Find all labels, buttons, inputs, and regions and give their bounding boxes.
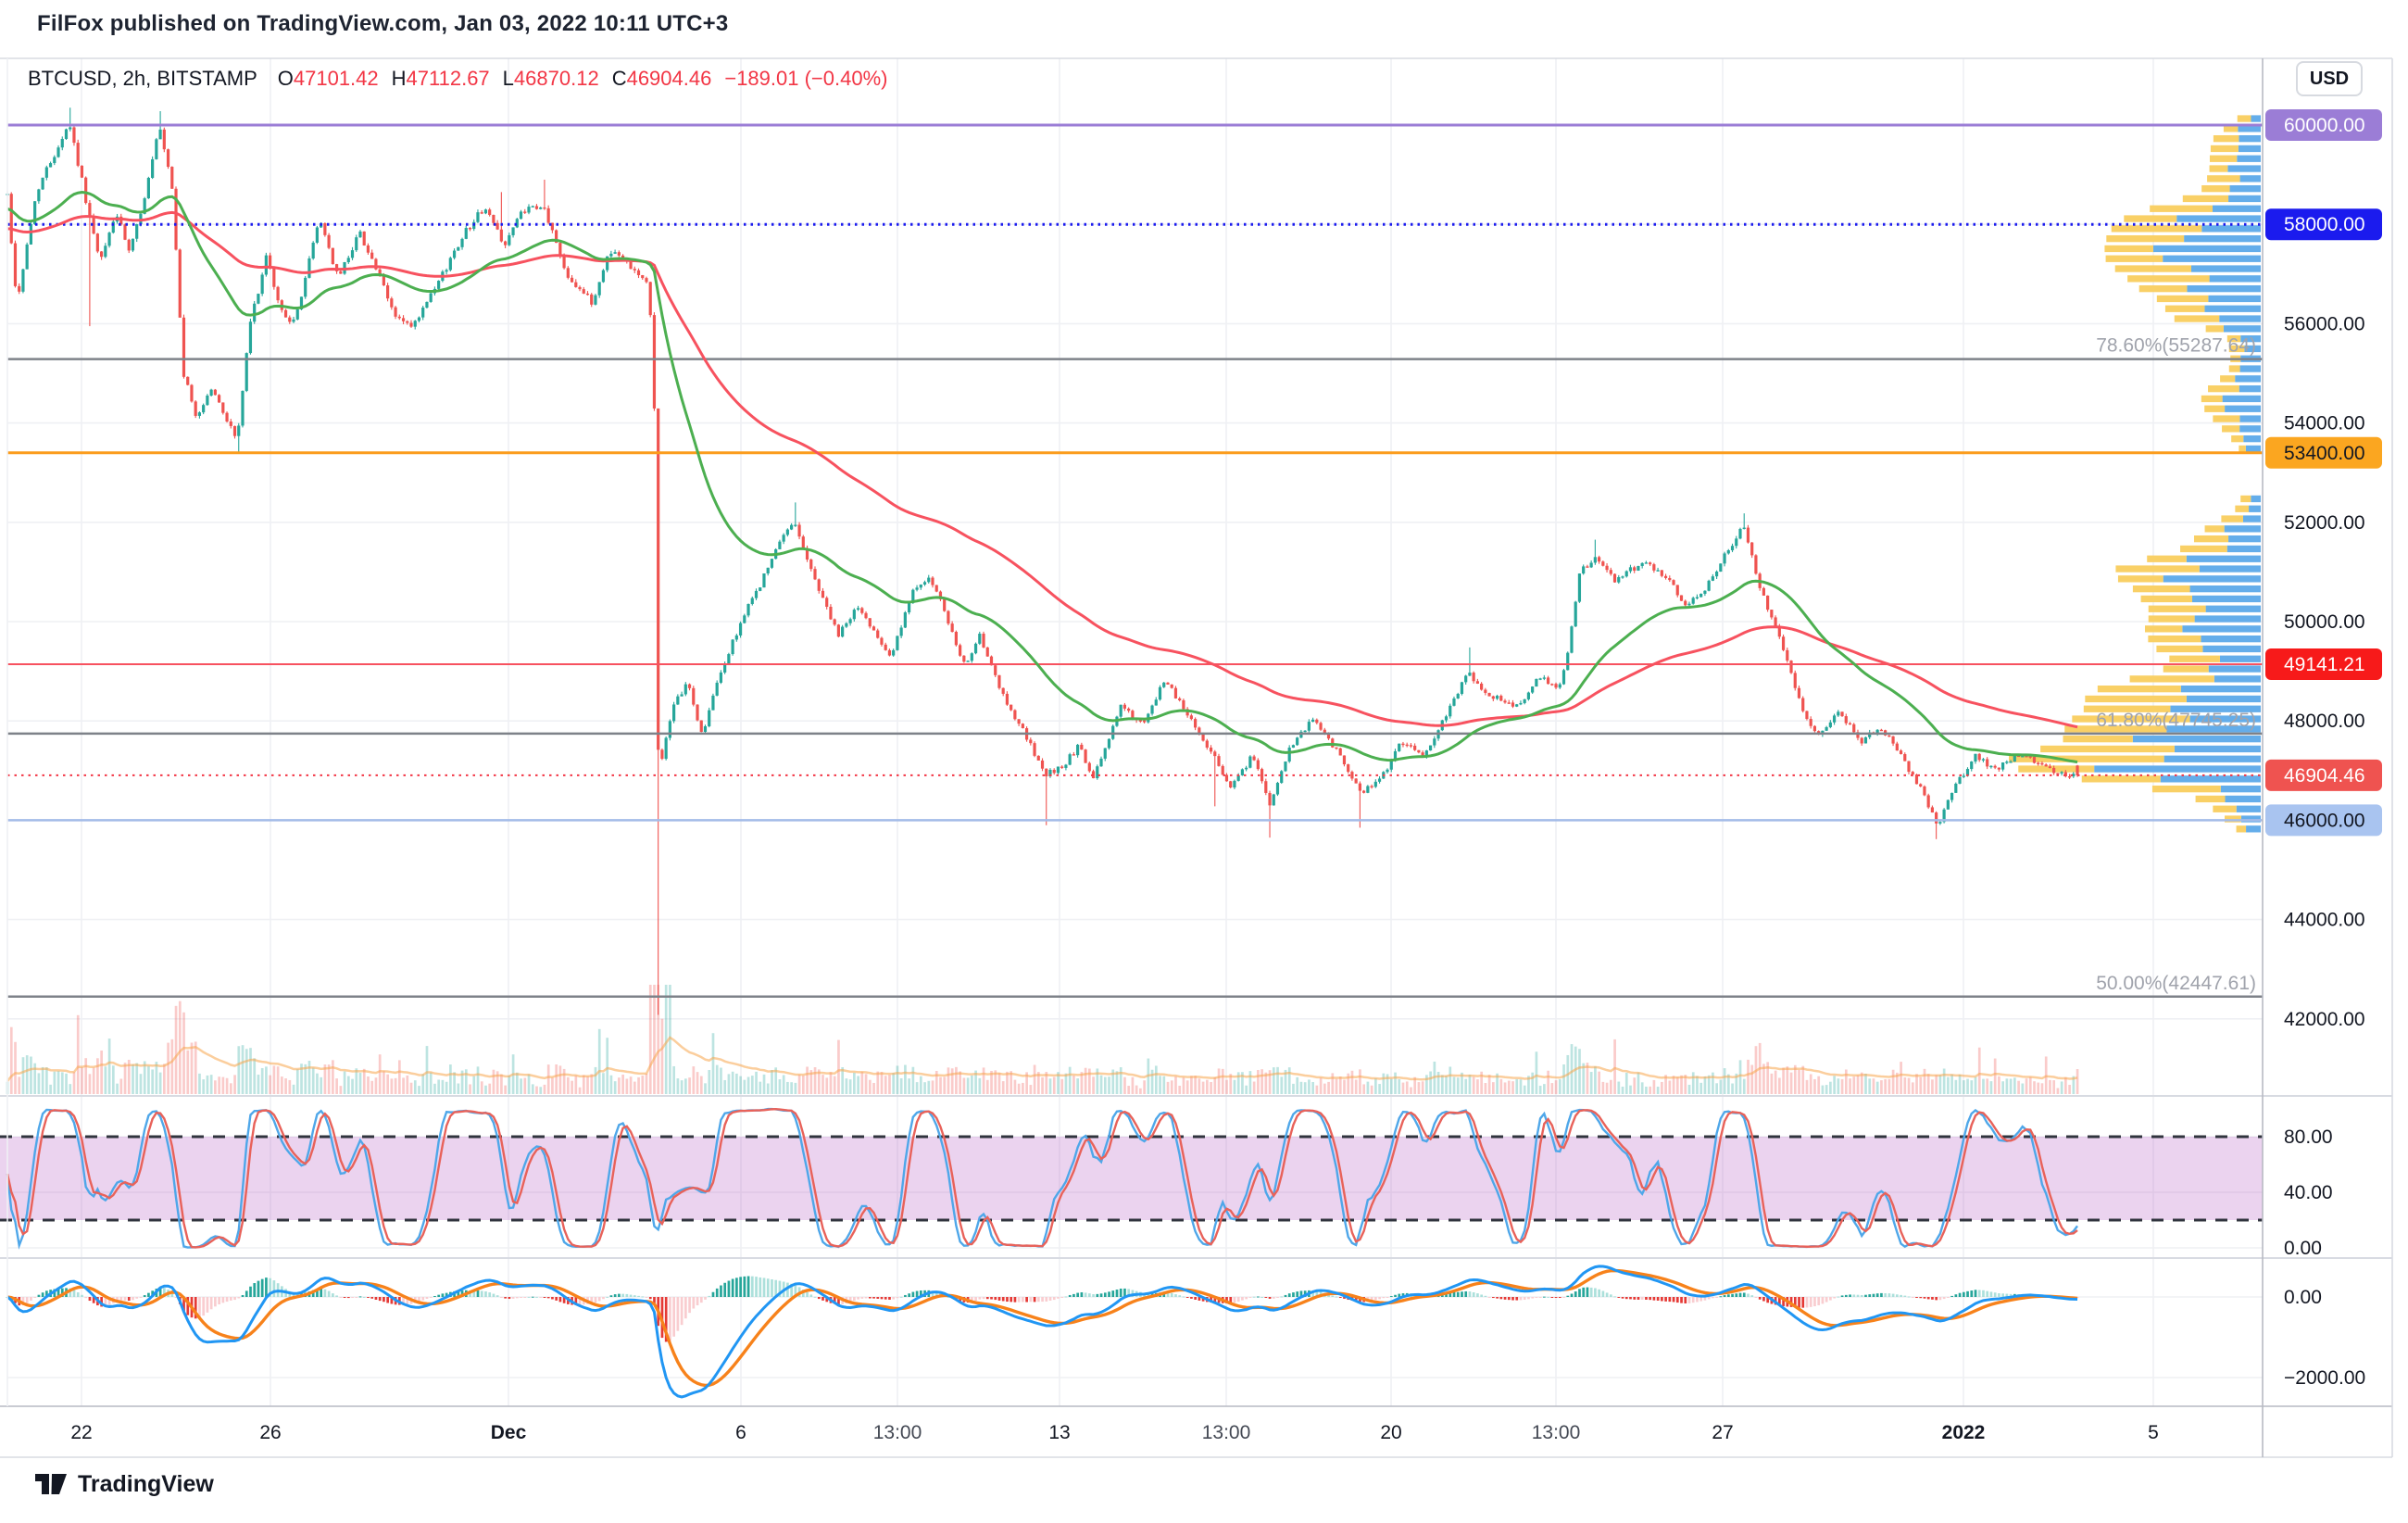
price-tick-label: 52000.00	[2284, 512, 2365, 534]
time-tick-label: 13:00	[873, 1422, 922, 1443]
stoch-tick-label: 0.00	[2284, 1238, 2322, 1259]
publish-caption: FilFox published on TradingView.com, Jan…	[37, 11, 729, 36]
price-label-box	[2265, 648, 2382, 681]
macd-tick-label: −2000.00	[2284, 1367, 2365, 1389]
price-label-text: 60000.00	[2284, 115, 2365, 136]
tradingview-logo[interactable]: TradingView	[35, 1469, 214, 1499]
ohlc-high: H47112.67	[391, 67, 490, 90]
time-tick-label: 5	[2148, 1422, 2159, 1443]
stoch-tick-label: 80.00	[2284, 1127, 2333, 1148]
fib-level-label: 50.00%(42447.61)	[2096, 973, 2256, 994]
ohlc-close: C46904.46	[611, 67, 712, 90]
stoch-d-line	[6, 1108, 2078, 1249]
symbol-title: BTCUSD, 2h, BITSTAMP	[28, 67, 257, 90]
macd-line	[6, 1265, 2078, 1399]
stochastic-pane	[0, 1107, 2263, 1250]
price-label-box	[2265, 759, 2382, 791]
time-tick-label: 2022	[1942, 1422, 1986, 1443]
stoch-tick-label: 40.00	[2284, 1182, 2333, 1203]
volume-ma-line	[6, 1036, 2078, 1082]
price-label-box	[2265, 208, 2382, 241]
time-tick-label: 26	[259, 1422, 281, 1443]
price-tick-label: 56000.00	[2284, 313, 2365, 334]
price-label-box	[2265, 109, 2382, 141]
price-label-text: 46904.46	[2284, 765, 2365, 787]
ohlc-open: O47101.42	[277, 67, 379, 90]
time-tick-label: 6	[735, 1422, 746, 1443]
price-level-lines	[7, 123, 2263, 822]
tradingview-logo-icon	[35, 1474, 67, 1494]
time-tick-label: 27	[1712, 1422, 1733, 1443]
price-label-text: 46000.00	[2284, 810, 2365, 831]
price-label-text: 49141.21	[2284, 654, 2365, 675]
macd-tick-label: 0.00	[2284, 1287, 2322, 1308]
fib-retracement: 78.60%(55287.64) 61.80%(47745.25) 50.00%(4…	[7, 335, 2263, 999]
tradingview-logo-text: TradingView	[78, 1470, 214, 1497]
ma-fast-line	[6, 190, 2078, 764]
chart-legend[interactable]: BTCUSD, 2h, BITSTAMP O47101.42 H47112.67…	[28, 67, 887, 91]
pane-borders	[0, 57, 2393, 1458]
fib-level-label: 61.80%(47745.25)	[2096, 710, 2256, 731]
time-tick-label: 13	[1048, 1422, 1070, 1443]
time-scale[interactable]: 22 26 Dec 6 13:00 13 13:00 20 13:00 27 2022 5	[0, 1406, 2263, 1457]
moving-averages	[6, 190, 2078, 764]
volume-profile	[2009, 115, 2261, 833]
change-value: −189.01 (−0.40%)	[724, 67, 888, 90]
price-label-text: 53400.00	[2284, 443, 2365, 464]
price-scale[interactable]: 56000.00 54000.00 52000.00 50000.00 48000.00…	[2263, 58, 2392, 1406]
price-label-box	[2265, 804, 2382, 837]
fib-level-label: 78.60%(55287.64)	[2096, 335, 2256, 357]
ma-slow-line	[6, 210, 2078, 729]
currency-toggle-button[interactable]: USD	[2296, 61, 2363, 96]
time-tick-label: 20	[1380, 1422, 1401, 1443]
time-tick-label: 13:00	[1202, 1422, 1251, 1443]
price-label-text: 58000.00	[2284, 214, 2365, 235]
time-tick-label: Dec	[491, 1422, 527, 1443]
price-tick-label: 48000.00	[2284, 711, 2365, 732]
time-tick-label: 13:00	[1532, 1422, 1581, 1443]
ohlc-low: L46870.12	[502, 67, 599, 90]
time-tick-label: 22	[70, 1422, 92, 1443]
price-tick-label: 44000.00	[2284, 910, 2365, 931]
price-tick-label: 50000.00	[2284, 611, 2365, 633]
price-tick-label: 42000.00	[2284, 1009, 2365, 1030]
price-label-box	[2265, 436, 2382, 469]
macd-pane	[6, 1265, 2079, 1399]
price-tick-label: 54000.00	[2284, 413, 2365, 434]
